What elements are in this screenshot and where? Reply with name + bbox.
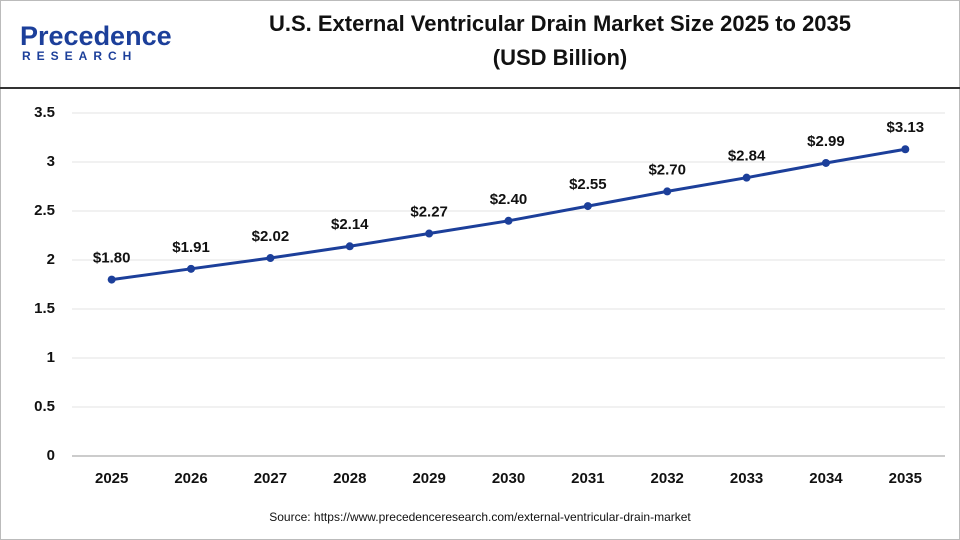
point: [663, 187, 672, 196]
value-label: $2.14: [331, 216, 369, 233]
value-label: $2.55: [569, 176, 607, 193]
value-label: $2.99: [807, 133, 845, 150]
y-tick-label: 0: [47, 447, 55, 464]
y-tick-label: 3: [47, 153, 55, 170]
logo-name: Precedence: [20, 21, 172, 51]
y-tick-label: 0.5: [34, 398, 55, 415]
x-tick-label: 2026: [174, 470, 207, 487]
y-tick-label: 1.5: [34, 300, 55, 317]
y-tick-label: 3.5: [34, 104, 55, 121]
point: [266, 254, 275, 263]
x-tick-label: 2025: [95, 470, 128, 487]
chart-title: U.S. External Ventricular Drain Market S…: [269, 11, 851, 36]
y-tick-label: 2: [47, 251, 55, 268]
point: [821, 158, 830, 167]
y-tick-label: 2.5: [34, 202, 55, 219]
logo-tagline: RESEARCH: [22, 49, 137, 63]
point: [187, 264, 196, 273]
point: [504, 216, 513, 225]
point: [901, 145, 910, 154]
chart-title: (USD Billion): [493, 45, 627, 70]
value-label: $2.02: [252, 228, 290, 245]
x-tick-label: 2035: [889, 470, 922, 487]
value-label: $2.84: [728, 148, 766, 165]
x-tick-label: 2028: [333, 470, 366, 487]
x-tick-label: 2030: [492, 470, 525, 487]
x-tick-label: 2031: [571, 470, 604, 487]
source: Source: https://www.precedenceresearch.c…: [269, 510, 691, 524]
x-tick-label: 2032: [651, 470, 684, 487]
value-label: $3.13: [887, 119, 925, 136]
point: [345, 242, 354, 251]
point: [107, 275, 116, 284]
x-tick-label: 2033: [730, 470, 763, 487]
value-label: $1.91: [172, 239, 210, 256]
point: [583, 202, 592, 211]
y-tick-label: 1: [47, 349, 55, 366]
x-tick-label: 2027: [254, 470, 287, 487]
value-label: $2.27: [410, 204, 448, 221]
x-tick-label: 2029: [412, 470, 445, 487]
value-label: $2.40: [490, 191, 528, 208]
value-label: $2.70: [648, 161, 686, 178]
value-label: $1.80: [93, 250, 131, 267]
x-tick-label: 2034: [809, 470, 843, 487]
point: [425, 229, 434, 238]
point: [742, 173, 751, 182]
